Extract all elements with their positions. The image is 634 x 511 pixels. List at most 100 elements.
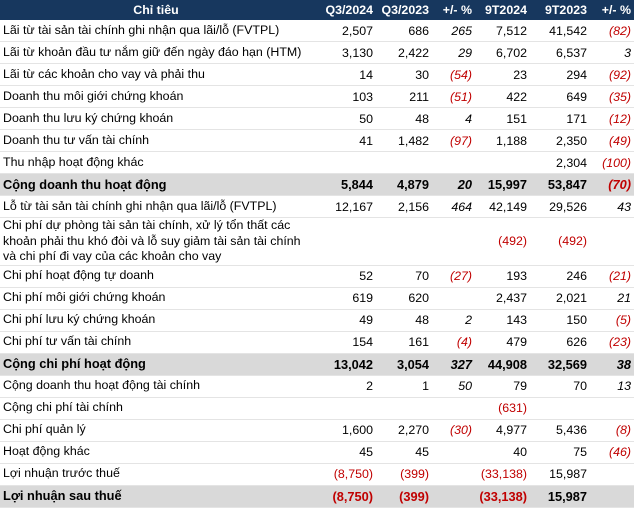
value-cell: 193 bbox=[475, 265, 530, 288]
value-cell: 38 bbox=[590, 353, 634, 376]
value-cell: 3,054 bbox=[376, 353, 432, 376]
value-cell: 44,908 bbox=[475, 353, 530, 376]
value-cell: 5,844 bbox=[312, 173, 376, 196]
value-cell: (97) bbox=[432, 129, 475, 152]
header-row: Chỉ tiêu Q3/2024 Q3/2023 +/- % 9T2024 9T2023 +… bbox=[0, 0, 634, 20]
table-row: Chi phí lưu ký chứng khoán 49 48 2 143 150 (5) bbox=[0, 309, 634, 332]
value-cell: 50 bbox=[312, 107, 376, 130]
value-cell: 211 bbox=[376, 85, 432, 108]
total-row: Cộng doanh thu hoạt động 5,844 4,879 20 15,9… bbox=[0, 173, 634, 196]
table-row: Lãi từ khoản đầu tư nắm giữ đến ngày đáo… bbox=[0, 41, 634, 64]
value-cell: 246 bbox=[530, 265, 590, 288]
value-cell: 151 bbox=[475, 107, 530, 130]
value-cell: 1,188 bbox=[475, 129, 530, 152]
table-row: Cộng doanh thu hoạt động tài chính 2 1 50 79… bbox=[0, 375, 634, 398]
row-label: Chi phí tư vấn tài chính bbox=[0, 331, 312, 354]
row-label: Chi phí hoạt động tự doanh bbox=[0, 265, 312, 288]
value-cell: 143 bbox=[475, 309, 530, 332]
value-cell: 1 bbox=[376, 375, 432, 398]
value-cell bbox=[432, 151, 475, 174]
value-cell: 649 bbox=[530, 85, 590, 108]
value-cell: (33,138) bbox=[475, 463, 530, 486]
value-cell: 49 bbox=[312, 309, 376, 332]
row-label: Doanh thu môi giới chứng khoán bbox=[0, 85, 312, 108]
value-cell: 2,156 bbox=[376, 195, 432, 218]
value-cell: (5) bbox=[590, 309, 634, 332]
value-cell: (23) bbox=[590, 331, 634, 354]
value-cell: 13,042 bbox=[312, 353, 376, 376]
value-cell: 161 bbox=[376, 331, 432, 354]
value-cell bbox=[312, 151, 376, 174]
value-cell: 29,526 bbox=[530, 195, 590, 218]
table-row: Doanh thu môi giới chứng khoán 103 211 (51)… bbox=[0, 85, 634, 108]
value-cell: 15,987 bbox=[530, 463, 590, 486]
row-label: Chi phí dự phòng tài sản tài chính, xử l… bbox=[0, 217, 312, 266]
value-cell: (399) bbox=[376, 485, 432, 508]
row-label: Cộng chi phí hoạt động bbox=[0, 353, 312, 376]
value-cell bbox=[376, 397, 432, 420]
table-row: Lãi từ tài sản tài chính ghi nhận qua lã… bbox=[0, 20, 634, 42]
value-cell: 620 bbox=[376, 287, 432, 310]
row-label: Chi phí quản lý bbox=[0, 419, 312, 442]
table-row: Chi phí tư vấn tài chính 154 161 (4) 479 626(… bbox=[0, 331, 634, 354]
value-cell: 2,304 bbox=[530, 151, 590, 174]
value-cell: 21 bbox=[590, 287, 634, 310]
value-cell: 79 bbox=[475, 375, 530, 398]
row-label: Cộng doanh thu hoạt động bbox=[0, 173, 312, 196]
value-cell: 75 bbox=[530, 441, 590, 464]
value-cell: 265 bbox=[432, 20, 475, 42]
value-cell: 3 bbox=[590, 41, 634, 64]
value-cell: (92) bbox=[590, 63, 634, 86]
value-cell: 12,167 bbox=[312, 195, 376, 218]
value-cell: (30) bbox=[432, 419, 475, 442]
value-cell: 15,997 bbox=[475, 173, 530, 196]
value-cell bbox=[376, 151, 432, 174]
value-cell: 41,542 bbox=[530, 20, 590, 42]
header-cell: 9T2024 bbox=[475, 0, 530, 20]
value-cell: (8,750) bbox=[312, 485, 376, 508]
table-row: Chi phí môi giới chứng khoán 619 620 2,437 2… bbox=[0, 287, 634, 310]
value-cell bbox=[432, 485, 475, 508]
value-cell: 1,600 bbox=[312, 419, 376, 442]
value-cell bbox=[432, 397, 475, 420]
row-label: Chi phí môi giới chứng khoán bbox=[0, 287, 312, 310]
value-cell: 70 bbox=[530, 375, 590, 398]
table-row: Thu nhập hoạt động khác 2,304 (100) bbox=[0, 151, 634, 174]
table-row: Chi phí dự phòng tài sản tài chính, xử l… bbox=[0, 217, 634, 266]
value-cell: 45 bbox=[376, 441, 432, 464]
value-cell: 20 bbox=[432, 173, 475, 196]
value-cell: (21) bbox=[590, 265, 634, 288]
value-cell: (35) bbox=[590, 85, 634, 108]
value-cell: 70 bbox=[376, 265, 432, 288]
row-label: Thu nhập hoạt động khác bbox=[0, 151, 312, 174]
value-cell: 464 bbox=[432, 195, 475, 218]
value-cell: 45 bbox=[312, 441, 376, 464]
header-cell: Q3/2024 bbox=[312, 0, 376, 20]
value-cell: (100) bbox=[590, 151, 634, 174]
row-label: Lợi nhuận sau thuế bbox=[0, 485, 312, 508]
value-cell: 154 bbox=[312, 331, 376, 354]
value-cell: 43 bbox=[590, 195, 634, 218]
value-cell bbox=[530, 397, 590, 420]
value-cell: (4) bbox=[432, 331, 475, 354]
value-cell: 2,422 bbox=[376, 41, 432, 64]
row-label: Cộng doanh thu hoạt động tài chính bbox=[0, 375, 312, 398]
table-body: Lãi từ tài sản tài chính ghi nhận qua lã… bbox=[0, 20, 634, 508]
value-cell: 15,987 bbox=[530, 485, 590, 508]
row-label: Lãi từ tài sản tài chính ghi nhận qua lã… bbox=[0, 20, 312, 42]
total-row: Cộng chi phí hoạt động 13,042 3,054 327 44,9… bbox=[0, 353, 634, 376]
value-cell: 2,270 bbox=[376, 419, 432, 442]
value-cell: (631) bbox=[475, 397, 530, 420]
value-cell: 2,507 bbox=[312, 20, 376, 42]
value-cell bbox=[432, 463, 475, 486]
value-cell bbox=[590, 217, 634, 266]
row-label: Doanh thu tư vấn tài chính bbox=[0, 129, 312, 152]
header-cell: Q3/2023 bbox=[376, 0, 432, 20]
value-cell: (492) bbox=[475, 217, 530, 266]
total-row: Lợi nhuận sau thuế (8,750) (399) (33,138) 15… bbox=[0, 485, 634, 508]
table-row: Chi phí quản lý 1,600 2,270 (30) 4,977 5,436(… bbox=[0, 419, 634, 442]
value-cell: 626 bbox=[530, 331, 590, 354]
value-cell: 40 bbox=[475, 441, 530, 464]
